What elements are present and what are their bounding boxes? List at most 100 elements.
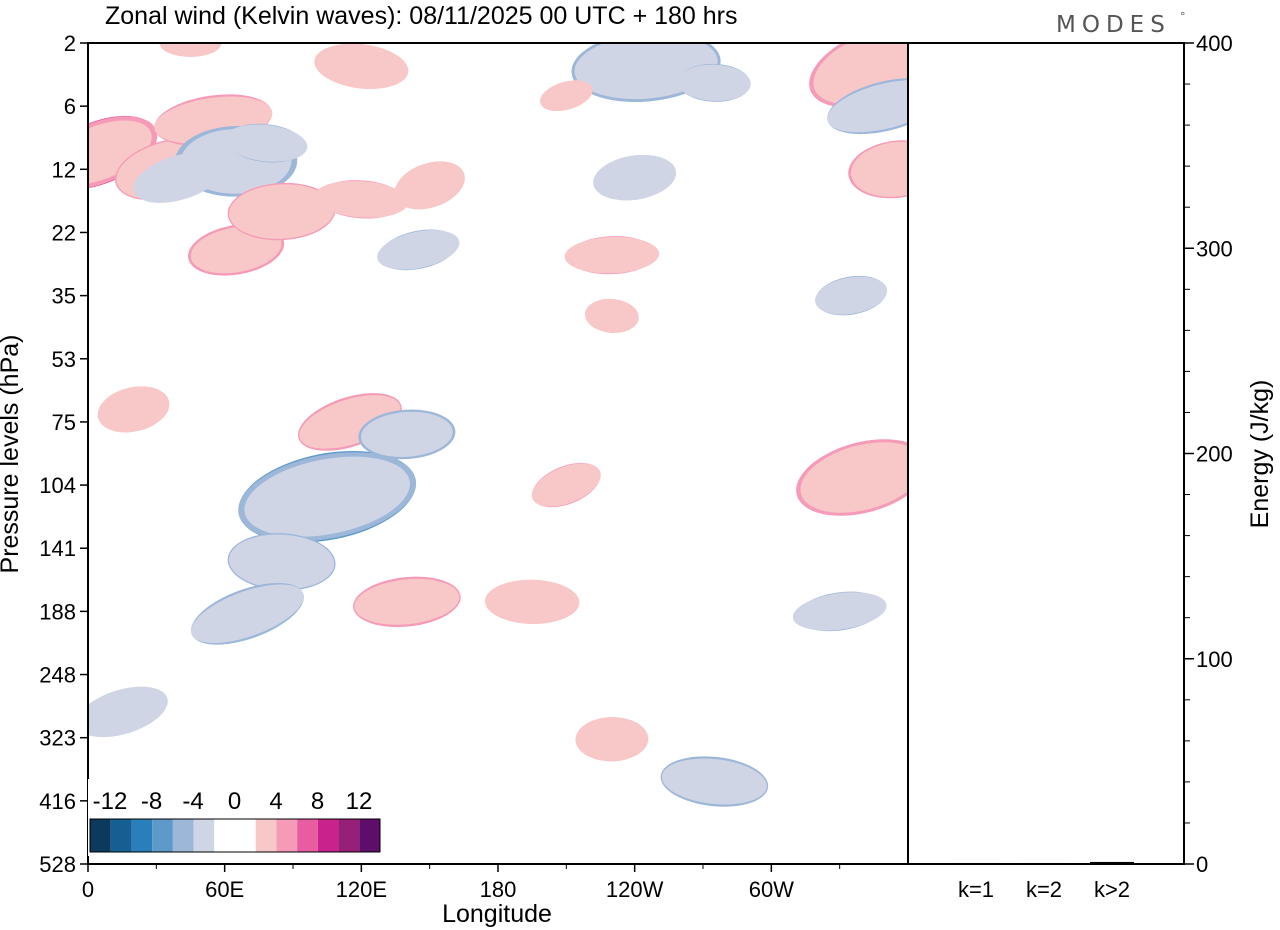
anomaly-contour <box>584 298 639 334</box>
colorbar-swatch <box>317 819 339 852</box>
longitude-axis: 0 60E 120E 180 120W 60W <box>82 864 841 902</box>
anomaly-contour <box>661 758 767 805</box>
colorbar-label: 12 <box>346 788 373 815</box>
anomaly-blob <box>133 152 225 203</box>
pressure-axis: 2 6 12 22 35 53 75 104 141 188 248 323 416 528 <box>39 31 88 877</box>
pressure-tick-label: 2 <box>64 31 76 56</box>
y-axis-label: Pressure levels (hPa) <box>0 335 24 574</box>
svg-text:°: ° <box>1180 10 1192 23</box>
anomaly-contour <box>531 463 601 507</box>
anomaly-blob <box>190 582 304 645</box>
colorbar-swatch <box>193 819 215 852</box>
anomaly-contour <box>191 584 304 644</box>
pressure-tick-label: 528 <box>39 852 76 877</box>
colorbar-frame <box>89 818 381 853</box>
pressure-tick-label: 75 <box>52 410 76 435</box>
anomaly-blob <box>484 579 580 624</box>
anomaly-contour <box>792 592 887 631</box>
colorbar-label: -8 <box>141 788 162 815</box>
colorbar-swatch <box>359 819 380 852</box>
colorbar-label: 0 <box>228 788 241 815</box>
longitude-tick-label: 0 <box>82 877 94 902</box>
colorbar-swatch <box>110 819 132 852</box>
energy-frame <box>907 42 1185 865</box>
anomaly-contour <box>377 230 460 270</box>
anomaly-contour <box>361 411 453 457</box>
energy-category-label: k=2 <box>1026 877 1062 902</box>
colorbar-label: 8 <box>311 788 324 815</box>
colorbar-label: -12 <box>93 788 128 815</box>
energy-bars: k=1 k=2 k>2 <box>954 861 1134 902</box>
anomaly-blob <box>358 409 456 460</box>
energy-tick-label: 0 <box>1196 852 1208 877</box>
anomaly-contour <box>827 80 908 133</box>
anomaly-blob <box>238 450 417 543</box>
colorbar-swatch <box>90 819 111 852</box>
pressure-tick-label: 248 <box>39 663 76 688</box>
energy-tick-label: 400 <box>1196 31 1233 56</box>
colorbar-swatch <box>214 819 235 852</box>
pressure-tick-label: 141 <box>39 536 76 561</box>
anomaly-blob <box>575 717 649 762</box>
colorbar-label: 4 <box>269 788 282 815</box>
anomaly-contour <box>159 43 222 57</box>
energy-bar <box>1090 861 1134 864</box>
energy-axis: 0 100 200 300 400 <box>1184 31 1233 877</box>
anomaly-blob <box>159 43 222 57</box>
anomaly-blob <box>564 236 660 275</box>
pressure-tick-label: 416 <box>39 789 76 814</box>
energy-bar <box>954 862 998 864</box>
anomaly-contour <box>815 276 888 315</box>
anomaly-contour <box>484 579 580 624</box>
anomaly-contour <box>354 578 460 625</box>
pressure-tick-label: 323 <box>39 726 76 751</box>
anomaly-contour <box>133 152 225 203</box>
anomaly-blob <box>531 462 601 508</box>
anomaly-blob <box>314 43 409 89</box>
energy-tick-label: 200 <box>1196 442 1233 467</box>
anomaly-contour <box>314 180 409 218</box>
energy-bar <box>1022 862 1066 864</box>
colorbar-swatch <box>131 819 153 852</box>
colorbar-label: -4 <box>182 788 203 815</box>
anomaly-blob <box>540 80 593 112</box>
longitude-tick-label: 180 <box>480 877 517 902</box>
anomaly-contour <box>224 124 308 162</box>
anomaly-blob <box>792 591 887 632</box>
anomaly-blob <box>394 161 465 210</box>
anomaly-blob <box>827 78 908 135</box>
pressure-tick-label: 104 <box>39 473 76 498</box>
energy-category-label: k>2 <box>1094 877 1130 902</box>
anomaly-blob <box>660 756 769 807</box>
colorbar-legend: -12 -8 -4 0 4 8 12 <box>88 779 382 856</box>
anomaly-contour <box>677 64 751 102</box>
anomaly-contour <box>593 154 677 201</box>
colorbar-swatch <box>255 819 277 852</box>
anomaly-blob <box>88 686 168 738</box>
longitude-tick-label: 60W <box>749 877 794 902</box>
anomaly-contour <box>314 43 409 89</box>
pressure-tick-label: 22 <box>52 220 76 245</box>
anomaly-blob <box>353 576 461 628</box>
anomaly-contour <box>97 386 170 433</box>
anomaly-field <box>88 43 908 807</box>
energy-category-label: k=1 <box>958 877 994 902</box>
pressure-tick-label: 53 <box>52 347 76 372</box>
anomaly-contour <box>575 717 649 762</box>
anomaly-blob <box>227 182 336 241</box>
energy-tick-label: 100 <box>1196 647 1233 672</box>
colorbar-swatch <box>235 819 256 852</box>
energy-panel: k=1 k=2 k>2 0 100 200 300 400 Energy (J/kg) <box>907 31 1274 902</box>
anomaly-blob <box>227 533 336 591</box>
colorbar-swatch <box>172 819 194 852</box>
anomaly-blob <box>796 439 908 516</box>
svg-text:MODES: MODES <box>1056 12 1171 38</box>
energy-tick-label: 300 <box>1196 236 1233 261</box>
anomaly-contour <box>228 184 335 239</box>
longitude-tick-label: 120E <box>336 877 387 902</box>
anomaly-blob <box>314 180 409 219</box>
longitude-tick-label: 120W <box>606 877 664 902</box>
anomaly-blob <box>593 154 677 201</box>
anomaly-contour <box>540 80 593 112</box>
